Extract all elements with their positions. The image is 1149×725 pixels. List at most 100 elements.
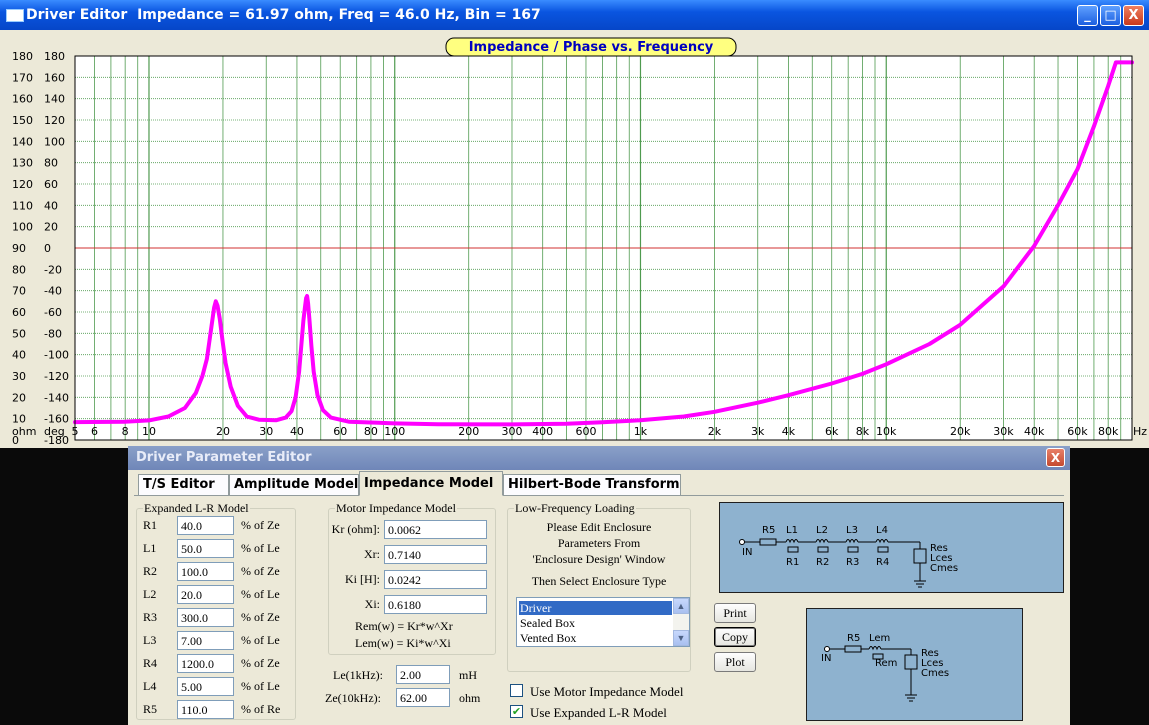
low-frequency-loading-group: Low-Frequency Loading Please Edit Enclos… xyxy=(507,501,691,672)
schematic-2-drawing: IN R5 Lem Rem Res Lces Cmes xyxy=(821,633,949,702)
schematic1-label-r2: R2 xyxy=(816,557,829,568)
x-tick-label: 40k xyxy=(1024,425,1045,438)
schematic1-label-l4: L4 xyxy=(876,525,888,536)
x-tick-label: 6 xyxy=(91,425,98,438)
tab-impedance-model[interactable]: Impedance Model xyxy=(359,471,503,496)
lr-label-l3: L3 xyxy=(143,633,157,647)
le-input[interactable]: 2.00 xyxy=(396,665,450,684)
tab-hilbert-bode-transform[interactable]: Hilbert-Bode Transform xyxy=(503,474,681,495)
l3-input[interactable]: 7.00 xyxy=(177,631,234,650)
lf-line-2: Parameters From xyxy=(557,536,641,550)
y-tick-label-deg: -40 xyxy=(44,285,62,298)
schematic1-label-r4: R4 xyxy=(876,557,889,568)
y-tick-label-ohm: 120 xyxy=(12,178,33,191)
ze-unit: ohm xyxy=(459,691,481,705)
y-tick-label-deg: -180 xyxy=(44,434,69,447)
x-tick-label: 100 xyxy=(384,425,405,438)
list-item-driver[interactable]: Driver xyxy=(519,601,672,615)
ki-label: Ki [H]: xyxy=(345,572,380,586)
lr-label-r3: R3 xyxy=(143,610,158,624)
kr-input[interactable]: 0.0062 xyxy=(384,520,487,539)
x-tick-label: 40 xyxy=(290,425,304,438)
lr-unit-l1: % of Le xyxy=(241,541,280,555)
use-expanded-lr-checkbox[interactable]: ✔ xyxy=(510,705,523,718)
xr-input[interactable]: 0.7140 xyxy=(384,545,487,564)
y-tick-label-deg: -80 xyxy=(44,327,62,340)
x-axis-ticks: 5 6 8 10 20 30 40 60 80 100 200 300 400 600 1k 2k 3k 4k 6k… xyxy=(72,425,1119,438)
ze-input[interactable]: 62.00 xyxy=(396,688,450,707)
y-tick-label-ohm: 10 xyxy=(12,413,26,426)
r3-input[interactable]: 300.0 xyxy=(177,608,234,627)
r1-input[interactable]: 40.0 xyxy=(177,516,234,535)
x-tick-label: 20k xyxy=(950,425,971,438)
tab-ts-editor[interactable]: T/S Editor xyxy=(138,474,229,495)
y-tick-label-deg: 80 xyxy=(44,157,58,170)
copy-button[interactable]: Copy xyxy=(714,627,756,647)
kr-label: Kr (ohm]: xyxy=(331,522,380,536)
dialog-close-button[interactable]: X xyxy=(1046,448,1065,467)
lr-unit-r1: % of Ze xyxy=(241,518,280,532)
enclosure-type-listbox[interactable]: Driver Sealed Box Vented Box ▲ ▼ xyxy=(516,597,690,647)
y-tick-label-ohm: 80 xyxy=(12,263,26,276)
xi-input[interactable]: 0.6180 xyxy=(384,595,487,614)
y-tick-label-deg: 160 xyxy=(44,71,65,84)
lr-label-r5: R5 xyxy=(143,702,158,716)
x-tick-label: 2k xyxy=(708,425,722,438)
list-item-sealed-box[interactable]: Sealed Box xyxy=(520,616,575,630)
dialog-title-bar: Driver Parameter Editor X xyxy=(128,446,1070,470)
use-expanded-lr-label: Use Expanded L-R Model xyxy=(530,705,667,720)
lr-label-r4: R4 xyxy=(143,656,158,670)
listbox-scrollbar[interactable]: ▲ ▼ xyxy=(673,598,689,646)
y-tick-label-ohm: 90 xyxy=(12,242,26,255)
lf-line-4: Then Select Enclosure Type xyxy=(531,574,667,588)
x-unit: Hz xyxy=(1133,425,1147,438)
minimize-button[interactable]: _ xyxy=(1077,5,1098,26)
schematic2-label-lces: Lces xyxy=(921,658,943,669)
y-tick-label-deg: 0 xyxy=(44,242,51,255)
schematic1-label-lces: Lces xyxy=(930,553,952,564)
x-tick-label: 3k xyxy=(751,425,765,438)
scroll-down-icon[interactable]: ▼ xyxy=(673,630,689,646)
app-window-icon xyxy=(6,9,24,22)
schematic2-label-res: Res xyxy=(921,648,939,659)
r4-input[interactable]: 1200.0 xyxy=(177,654,234,673)
y-tick-label-ohm: 70 xyxy=(12,285,26,298)
driver-parameter-editor-dialog: Driver Parameter Editor X T/S Editor Amp… xyxy=(128,446,1070,725)
l1-input[interactable]: 50.0 xyxy=(177,539,234,558)
schematic1-label-r1: R1 xyxy=(786,557,799,568)
use-motor-impedance-checkbox[interactable] xyxy=(510,684,523,697)
x-tick-label: 80k xyxy=(1098,425,1119,438)
y-tick-label-deg: -160 xyxy=(44,413,69,426)
title-bar: Driver Editor Impedance = 61.97 ohm, Fre… xyxy=(0,0,1149,30)
lr-model-title: Expanded L-R Model xyxy=(143,501,250,516)
print-button[interactable]: Print xyxy=(714,603,756,623)
chart-title: Impedance / Phase vs. Frequency xyxy=(469,40,714,55)
plot-button[interactable]: Plot xyxy=(714,652,756,672)
schematic1-label-res: Res xyxy=(930,543,948,554)
x-tick-label: 80 xyxy=(364,425,378,438)
y-tick-label-deg: 120 xyxy=(44,114,65,127)
ki-input[interactable]: 0.0242 xyxy=(384,570,487,589)
maximize-button[interactable]: □ xyxy=(1100,5,1121,26)
schematic1-label-r5: R5 xyxy=(762,525,775,536)
motor-impedance-group: Motor Impedance Model Kr (ohm]: 0.0062 X… xyxy=(328,501,496,655)
x-tick-label: 4k xyxy=(782,425,796,438)
r5-input[interactable]: 110.0 xyxy=(177,700,234,719)
lr-label-r1: R1 xyxy=(143,518,158,532)
lf-line-1: Please Edit Enclosure xyxy=(546,520,652,534)
x-tick-label: 30k xyxy=(993,425,1014,438)
tab-amplitude-model[interactable]: Amplitude Model xyxy=(229,474,359,495)
r2-input[interactable]: 100.0 xyxy=(177,562,234,581)
lr-unit-l3: % of Le xyxy=(241,633,280,647)
y-tick-label-ohm: 40 xyxy=(12,349,26,362)
scroll-up-icon[interactable]: ▲ xyxy=(673,598,689,614)
l4-input[interactable]: 5.00 xyxy=(177,677,234,696)
y-tick-label-ohm: 150 xyxy=(12,114,33,127)
window-close-button[interactable]: X xyxy=(1123,5,1144,26)
y-tick-label-ohm: 130 xyxy=(12,157,33,170)
schematic1-label-r3: R3 xyxy=(846,557,859,568)
l2-input[interactable]: 20.0 xyxy=(177,585,234,604)
x-tick-label: 60 xyxy=(333,425,347,438)
list-item-vented-box[interactable]: Vented Box xyxy=(520,631,577,645)
le-label: Le(1kHz): xyxy=(333,668,383,682)
